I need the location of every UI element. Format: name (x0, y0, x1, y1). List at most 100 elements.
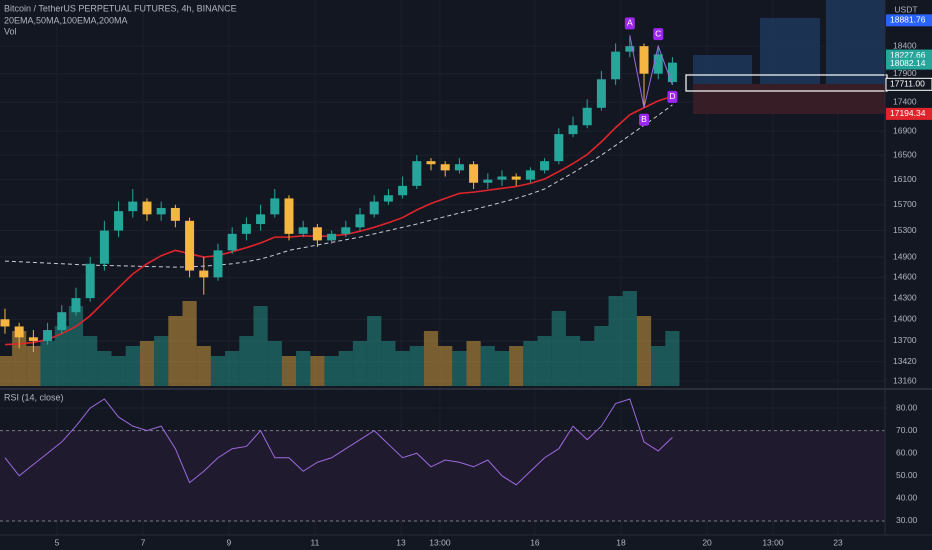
volume-bar (111, 356, 126, 386)
candle-body (99, 230, 109, 264)
candle-body (568, 125, 578, 135)
pattern-point (667, 90, 678, 103)
volume-bar (196, 346, 211, 386)
candle-body (199, 270, 209, 278)
candle-body (582, 107, 592, 126)
price-tag (886, 57, 932, 70)
volume-bar (466, 341, 481, 386)
volume-bar (54, 326, 69, 386)
y-tick-label: 60.00 (896, 447, 918, 457)
y-tick-label: 80.00 (896, 402, 918, 412)
candle-body (57, 312, 67, 331)
volume-bar (310, 356, 325, 386)
y-tick-label: 16100 (893, 174, 917, 184)
x-tick-label: 16 (530, 537, 540, 547)
volume-bar (367, 316, 382, 386)
x-tick-label: 5 (55, 537, 60, 547)
price-tag-label: 17194.34 (890, 108, 926, 118)
candle-body (185, 220, 195, 271)
volume-bar (281, 356, 297, 386)
volume-bar (324, 356, 339, 386)
x-tick-label: 23 (833, 537, 843, 547)
volume-bar (509, 346, 524, 386)
volume-label: Vol (4, 26, 17, 36)
pattern-point (653, 28, 664, 41)
x-tick-label: 9 (227, 537, 232, 547)
volume-bar (551, 311, 566, 386)
candle-body (14, 326, 24, 338)
position-stop (693, 84, 885, 114)
volume-bar (438, 346, 453, 386)
candle-body (596, 79, 606, 108)
y-tick-label: 16500 (893, 149, 917, 159)
pattern-point (639, 113, 650, 126)
candle-body (85, 263, 95, 299)
y-tick-label: 16900 (893, 125, 917, 135)
candle-body (28, 337, 38, 341)
volume-bar (154, 336, 169, 386)
y-tick-label: 13420 (893, 356, 917, 366)
candle-body (312, 227, 322, 241)
pattern-label: A (627, 18, 633, 28)
volume-bar (594, 326, 609, 386)
x-tick-label: 18 (616, 537, 626, 547)
pattern-label: C (655, 28, 661, 38)
position-target (760, 18, 820, 84)
y-tick-label: 17400 (893, 96, 917, 106)
volume-bar (452, 351, 467, 386)
volume-bar (0, 356, 13, 386)
volume-bar (168, 316, 183, 386)
price-tag-label: 18082.14 (890, 58, 926, 68)
pattern-point (624, 17, 635, 30)
volume-bar (636, 316, 652, 386)
chart-title: Bitcoin / TetherUS PERPETUAL FUTURES, 4h… (4, 3, 237, 13)
candle-body (525, 170, 535, 180)
candle-body (653, 54, 663, 74)
x-tick-label: 11 (311, 537, 320, 547)
x-tick-label: 13 (396, 537, 406, 547)
candle-body (454, 164, 464, 171)
volume-bar (125, 346, 140, 386)
volume-bar (338, 351, 353, 386)
volume-bar (565, 336, 581, 386)
y-tick-label: 15300 (893, 225, 917, 235)
candle-body (213, 250, 223, 278)
candle-body (0, 319, 10, 327)
volume-bar (523, 341, 538, 386)
y-tick-label: 14000 (893, 314, 917, 324)
rsi-band (0, 430, 885, 521)
rsi-title: RSI (14, close) (4, 392, 64, 402)
moving-average (4, 104, 673, 268)
volume-bar (651, 346, 666, 386)
y-tick-label: 15700 (893, 199, 917, 209)
volume-bar (665, 331, 680, 386)
volume-bar (296, 351, 311, 386)
y-tick-label: 14300 (893, 292, 917, 302)
y-tick-label: 30.00 (896, 515, 918, 525)
candle-body (511, 176, 521, 180)
volume-bar (608, 296, 623, 386)
candle-body (142, 201, 152, 215)
candle-body (412, 161, 422, 186)
volume-bar (253, 306, 268, 386)
candle-body (483, 179, 493, 183)
y-tick-label: 14900 (893, 251, 917, 261)
candle-body (469, 164, 479, 183)
x-tick-label: 13:00 (429, 537, 451, 547)
volume-bar (423, 331, 439, 386)
volume-bar (395, 351, 410, 386)
candle-body (611, 51, 621, 80)
candle-body (625, 46, 635, 52)
volume-bar (239, 336, 254, 386)
candle-body (298, 227, 308, 234)
volume-bar (537, 336, 552, 386)
candle-body (43, 330, 53, 341)
candle-body (156, 207, 166, 215)
currency: USDT (894, 4, 917, 14)
volume-bar (139, 341, 155, 386)
y-tick-label: 13700 (893, 335, 917, 345)
candle-body (170, 207, 180, 221)
candle-body (369, 201, 379, 215)
price-tag (885, 77, 932, 91)
